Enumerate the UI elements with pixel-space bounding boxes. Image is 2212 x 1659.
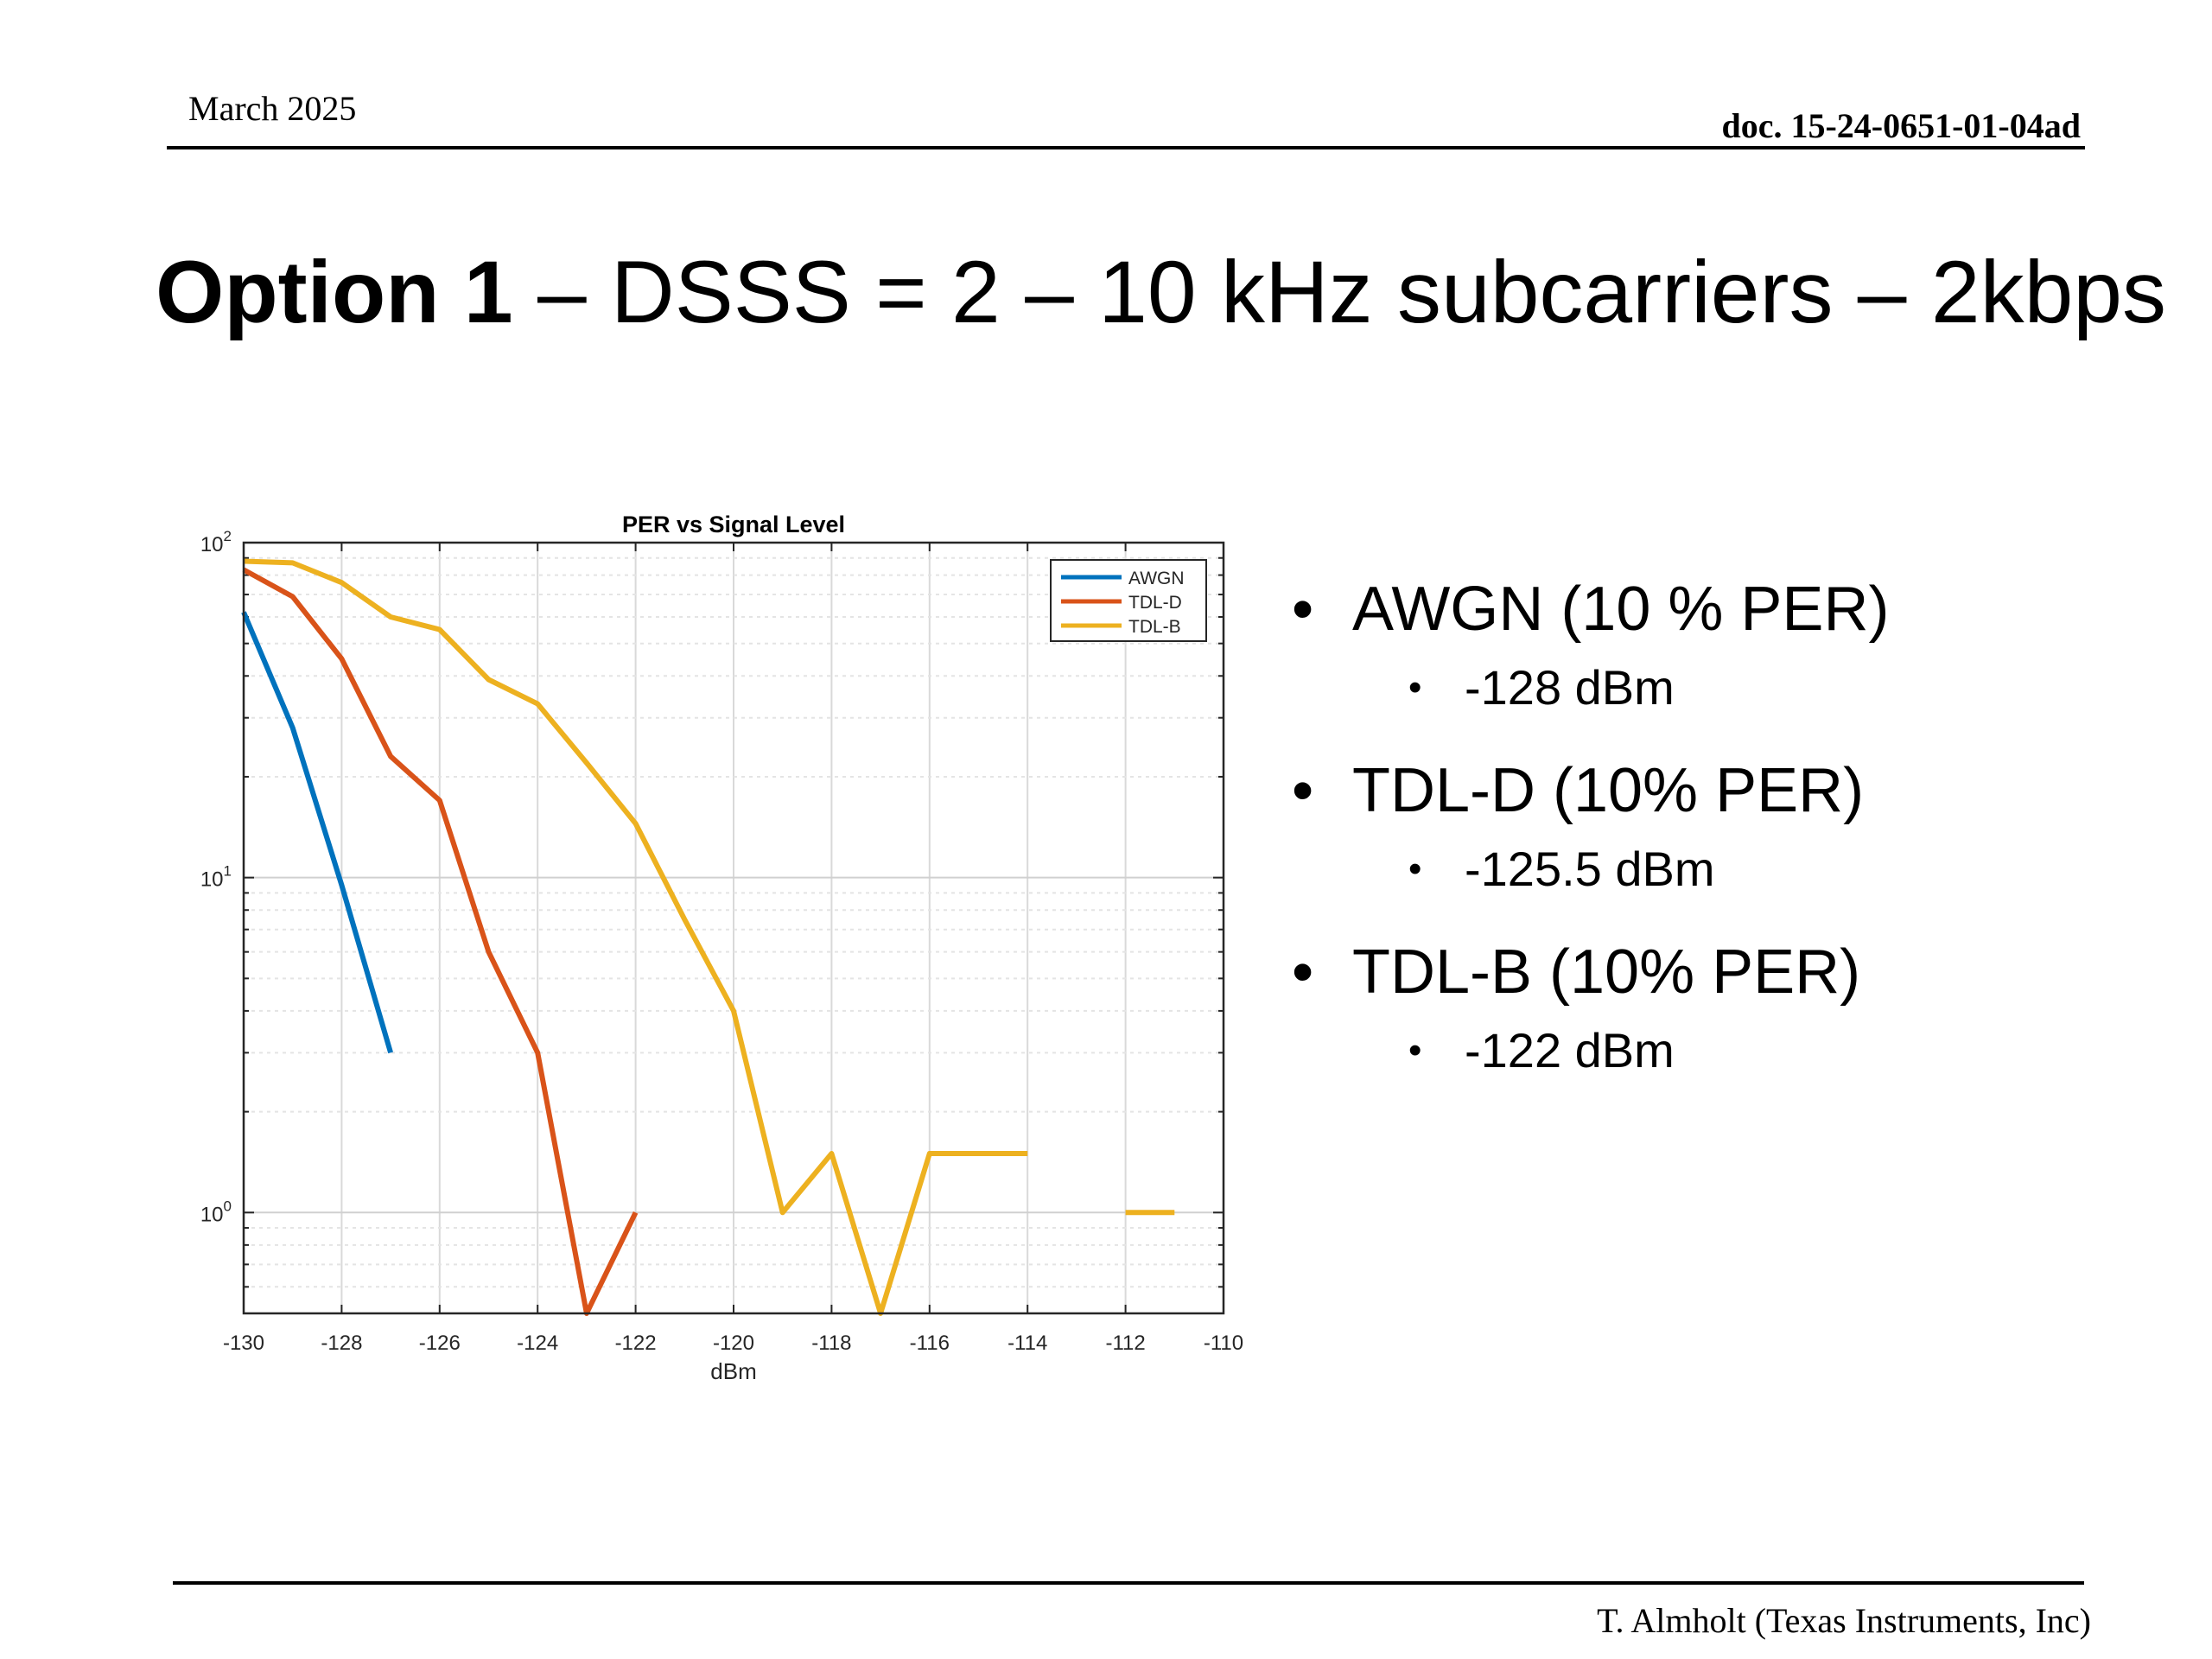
legend-label-tdl-d: TDL-D (1128, 593, 1182, 613)
bullet-tdl-d-text: TDL-D (10% PER) (1352, 756, 1865, 825)
x-tick-label: -110 (1204, 1332, 1243, 1355)
x-tick-label: -122 (615, 1332, 657, 1355)
y-tick-label-base: 10 (200, 533, 224, 556)
bullet-awgn: • AWGN (10 % PER) (1292, 570, 2156, 648)
legend-label-tdl-b: TDL-B (1128, 617, 1181, 637)
bullet-awgn-text: AWGN (10 % PER) (1352, 575, 1890, 644)
x-tick-label: -124 (517, 1332, 558, 1355)
header-divider (167, 146, 2085, 149)
x-tick-label: -126 (419, 1332, 461, 1355)
chart-title: PER vs Signal Level (622, 512, 845, 537)
sub-bullet-tdl-b: • -122 dBm (1292, 1018, 2156, 1084)
plot-frame (242, 541, 1225, 1315)
per-chart-svg: -130 -128 -126 -124 -122 -120 -118 -116 -114 -112… (200, 512, 1243, 1384)
legend-label-awgn: AWGN (1128, 569, 1185, 588)
bullet-tdl-d: • TDL-D (10% PER) (1292, 752, 2156, 830)
bullet-dot: • (1292, 756, 1314, 825)
sub-bullet-awgn-text: -128 dBm (1465, 660, 1675, 715)
x-tick-label: -114 (1007, 1332, 1047, 1355)
sub-bullet-awgn: • -128 dBm (1292, 655, 2156, 721)
y-tick-label: 100 (200, 1198, 232, 1226)
y-tick-label: 101 (200, 863, 232, 892)
series-line-awgn (241, 611, 393, 1054)
sub-bullet-tdl-d-text: -125.5 dBm (1465, 842, 1715, 896)
x-tick-label: -120 (713, 1332, 754, 1355)
header-date: March 2025 (188, 89, 357, 128)
bullet-list: • AWGN (10 % PER) • -128 dBm • TDL-D (10% P… (1292, 570, 2156, 1115)
y-tick-label-exponent: 0 (224, 1198, 232, 1214)
bullet-tdl-b: • TDL-B (10% PER) (1292, 933, 2156, 1011)
x-tick-label: -130 (223, 1332, 264, 1355)
y-tick-label: 102 (200, 528, 232, 556)
x-tick-label: -116 (910, 1332, 950, 1355)
sub-bullet-tdl-d: • -125.5 dBm (1292, 836, 2156, 902)
series-line-tdl-b (243, 558, 1028, 1316)
y-tick-label-exponent: 1 (224, 863, 232, 880)
footer-divider (173, 1581, 2084, 1585)
title-rest-part: – DSSS = 2 – 10 kHz subcarriers – 2kbps (512, 243, 2167, 341)
sub-bullet-dot: • (1408, 1029, 1422, 1071)
y-tick-label-base: 10 (200, 1203, 224, 1226)
sub-bullet-dot: • (1408, 848, 1422, 890)
x-tick-label: -128 (321, 1332, 362, 1355)
bullet-dot: • (1292, 938, 1314, 1007)
header-doc-number: doc. 15-24-0651-01-04ad (1721, 106, 2081, 145)
x-tick-label: -112 (1105, 1332, 1145, 1355)
y-tick-label-exponent: 2 (224, 528, 232, 544)
x-axis-label: dBm (710, 1358, 756, 1384)
per-chart: -130 -128 -126 -124 -122 -120 -118 -116 -114 -112… (173, 501, 1279, 1408)
bullet-dot: • (1292, 575, 1314, 644)
title-bold-part: Option 1 (156, 243, 513, 341)
series-line-tdl-d (242, 567, 639, 1316)
sub-bullet-tdl-b-text: -122 dBm (1465, 1023, 1675, 1077)
footer-author: T. Almholt (Texas Instruments, Inc) (1597, 1601, 2091, 1640)
slide-title: Option 1 – DSSS = 2 – 10 kHz subcarriers… (156, 242, 2166, 343)
y-tick-label-base: 10 (200, 868, 224, 892)
sub-bullet-dot: • (1408, 666, 1422, 709)
x-tick-label: -118 (811, 1332, 851, 1355)
bullet-tdl-b-text: TDL-B (10% PER) (1352, 938, 1861, 1007)
